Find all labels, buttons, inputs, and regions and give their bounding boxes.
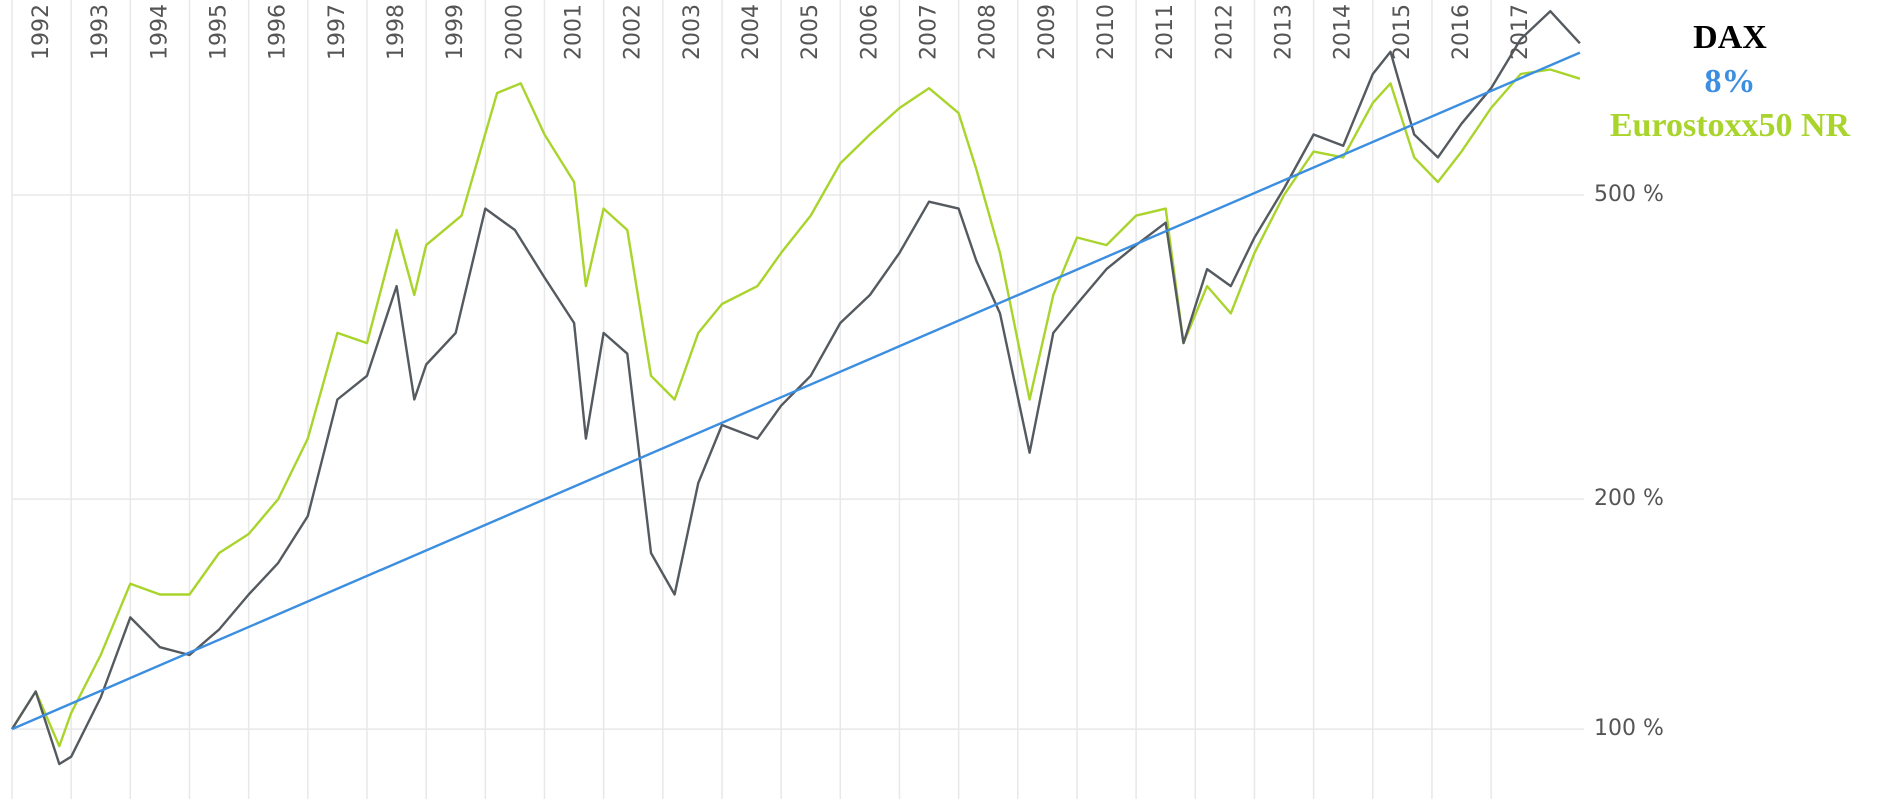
x-tick-label: 2011 [1153,4,1178,60]
x-tick-label: 2002 [621,4,646,60]
x-tick-label: 2010 [1094,4,1119,60]
x-tick-label: 2016 [1449,4,1474,60]
y-tick-label: 100 % [1594,716,1664,741]
y-tick-label: 500 % [1594,182,1664,207]
x-tick-label: 1998 [384,4,409,60]
legend-entry: 8% [1705,63,1756,100]
x-tick-label: 2014 [1331,4,1356,60]
legend-entry: Eurostoxx50 NR [1610,107,1851,144]
series-line [10,10,1581,766]
x-tick-label: 2017 [1508,4,1533,60]
x-tick-label: 2003 [680,4,705,60]
x-tick-label: 2001 [561,4,586,60]
series-line [10,68,1581,748]
x-tick-label: 1997 [325,4,350,60]
x-tick-label: 2015 [1390,4,1415,60]
legend-entry: DAX [1693,19,1767,56]
x-tick-label: 1993 [88,4,113,60]
grid [11,0,1584,799]
y-tick-label: 200 % [1594,486,1664,511]
x-tick-label: 2007 [916,4,941,60]
x-tick-label: 2009 [1035,4,1060,60]
x-tick-label: 1999 [443,4,468,60]
labels: 1992 1993 1994 1995 1996 1997 1998 1999 2000 2001… [29,4,1851,741]
x-tick-label: 2005 [798,4,823,60]
x-tick-label: 2000 [502,4,527,60]
x-tick-label: 2006 [857,4,882,60]
x-tick-label: 2004 [739,4,764,60]
x-tick-label: 2013 [1271,4,1296,60]
x-tick-label: 2012 [1212,4,1237,60]
x-tick-label: 1992 [29,4,54,60]
x-tick-label: 1995 [206,4,231,60]
lines [10,10,1581,766]
x-tick-label: 1994 [147,4,172,60]
x-tick-label: 1996 [266,4,291,60]
x-tick-label: 2008 [976,4,1001,60]
series-line [11,51,1581,731]
